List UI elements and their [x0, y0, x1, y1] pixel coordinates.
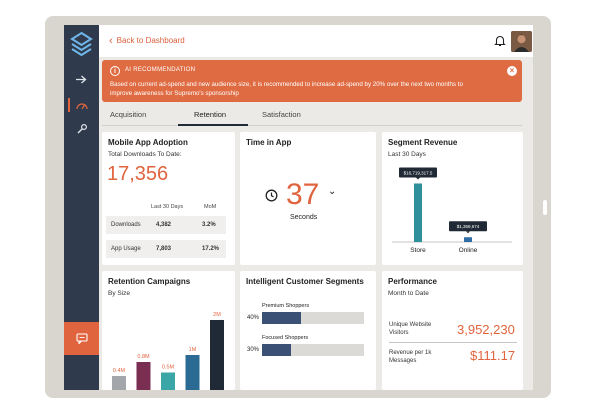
card-subtitle: By Size — [108, 290, 131, 297]
mobile-app-adoption-card: Mobile App Adoption Total Downloads To D… — [102, 132, 235, 265]
sidebar — [64, 25, 99, 390]
time-in-app-value: 37 — [286, 178, 320, 211]
metric-label-line: Unique Website — [389, 322, 432, 328]
card-subtitle: Total Downloads To Date: — [108, 151, 182, 158]
divider — [389, 342, 517, 343]
segment-revenue-chart: Store $16,719,317.5 Online $1,359,674 — [392, 167, 512, 254]
nav-settings-icon[interactable] — [64, 117, 99, 141]
row-mom: 17.2% — [202, 246, 220, 252]
total-downloads-value: 17,356 — [107, 163, 169, 185]
revenue-bar[interactable] — [464, 237, 472, 242]
metric-label-line: Messages — [389, 358, 417, 364]
data-label: 0.4M — [113, 368, 126, 374]
tab-acquisition[interactable]: Acquisition — [110, 110, 147, 119]
back-to-dashboard-link[interactable]: ‹ Back to Dashboard — [109, 34, 185, 47]
app-screen: ‹ Back to Dashboard i — [64, 25, 533, 390]
segment-revenue-card: Segment Revenue Last 30 Days Store $16,71… — [382, 132, 523, 265]
ai-recommendation-banner: i AI RECOMMENDATION Based on current ad-… — [102, 60, 522, 102]
performance-card: Performance Month to Date Unique Website… — [382, 271, 523, 390]
home-button[interactable] — [543, 200, 547, 215]
card-title: Segment Revenue — [388, 138, 458, 147]
data-label: 0.5M — [162, 365, 175, 371]
tab-bar: Acquisition Retention Satisfaction — [102, 107, 522, 126]
card-title: Retention Campaigns — [108, 277, 191, 286]
metric-label: Revenue per 1k Messages — [389, 349, 431, 365]
nav-gauge-icon[interactable] — [64, 93, 99, 117]
table-row: Downloads 4,382 3.2% — [106, 216, 226, 234]
metric-label-line: Revenue per 1k — [389, 350, 432, 356]
segment-bar-track — [262, 312, 364, 324]
card-title: Performance — [388, 277, 437, 286]
revenue-bar[interactable] — [414, 183, 422, 242]
segment-percent: 40% — [247, 315, 260, 321]
time-unit: Seconds — [290, 214, 318, 221]
segment-percent: 30% — [247, 347, 260, 353]
row-mom: 3.2% — [202, 222, 216, 228]
user-avatar[interactable] — [511, 31, 532, 52]
card-title: Time in App — [246, 138, 292, 147]
clock-icon — [265, 189, 278, 202]
retention-campaigns-chart: 0.4M 0.8M 0.5M 1M 2M — [112, 312, 224, 391]
data-label: $16,719,317.5 — [404, 170, 433, 175]
chat-icon — [75, 333, 88, 344]
row-last30: 7,803 — [156, 246, 172, 252]
segment-bar-fill — [262, 344, 292, 356]
metric-value: $111.17 — [470, 348, 516, 363]
notification-bell-icon[interactable] — [494, 34, 506, 47]
nav-arrow-icon[interactable] — [64, 67, 99, 91]
table-row: App Usage 7,803 17.2% — [106, 240, 226, 258]
card-title: Intelligent Customer Segments — [246, 277, 364, 286]
data-label: 2M — [213, 312, 221, 318]
top-bar: ‹ Back to Dashboard — [99, 25, 533, 57]
tab-satisfaction[interactable]: Satisfaction — [262, 110, 301, 119]
metric-value: 3,952,230 — [457, 322, 515, 337]
segment-bar-fill — [262, 312, 301, 324]
banner-title: AI RECOMMENDATION — [125, 67, 196, 73]
tooltip-pointer — [416, 177, 420, 180]
value-tooltip — [399, 167, 437, 178]
column-header: MoM — [204, 204, 217, 210]
campaign-bar[interactable] — [136, 362, 151, 390]
segment-label: Focused Shoppers — [262, 335, 309, 341]
column-header: Last 30 Days — [151, 204, 184, 210]
data-label: $1,359,674 — [457, 224, 480, 229]
chevron-down-icon[interactable]: ⌄ — [328, 186, 337, 197]
row-label: App Usage — [111, 246, 141, 252]
chat-button[interactable] — [64, 322, 99, 355]
app-logo-icon[interactable] — [69, 31, 94, 56]
tablet-frame: ‹ Back to Dashboard i — [45, 16, 551, 398]
campaign-bar[interactable] — [185, 355, 200, 390]
time-in-app-card: Time in App 37 ⌄ Seconds — [240, 132, 376, 265]
back-label: Back to Dashboard — [116, 36, 185, 45]
data-label: 1M — [189, 347, 197, 353]
data-label: 0.8M — [137, 354, 150, 360]
customer-segments-card: Intelligent Customer Segments Premium Sh… — [240, 271, 376, 390]
segment-bar-track — [262, 344, 364, 356]
metric-label-line: Visitors — [389, 330, 409, 336]
main-content: ‹ Back to Dashboard i — [99, 25, 533, 390]
card-title: Mobile App Adoption — [108, 138, 188, 147]
campaign-bar[interactable] — [112, 376, 126, 390]
chevron-left-icon: ‹ — [109, 34, 113, 47]
campaign-bar[interactable] — [161, 372, 175, 391]
retention-campaigns-card: Retention Campaigns By Size 0.4M 0.8M 0.5M… — [102, 271, 235, 390]
segment-label: Premium Shoppers — [262, 303, 310, 309]
close-icon[interactable]: × — [507, 66, 517, 76]
campaign-bar[interactable] — [210, 320, 224, 390]
card-subtitle: Month to Date — [388, 290, 429, 297]
tab-retention[interactable]: Retention — [194, 110, 227, 119]
value-tooltip — [449, 221, 487, 232]
info-icon: i — [110, 66, 120, 76]
nav-active-indicator — [68, 98, 70, 112]
row-label: Downloads — [111, 222, 141, 228]
x-tick-label: Online — [459, 247, 478, 254]
metric-label: Unique Website Visitors — [389, 321, 431, 337]
x-tick-label: Store — [410, 247, 426, 254]
active-tab-underline — [178, 124, 248, 126]
card-subtitle: Last 30 Days — [388, 151, 426, 158]
tooltip-pointer — [466, 231, 470, 234]
row-last30: 4,382 — [156, 222, 172, 228]
banner-text: Based on current ad-spend and new audien… — [110, 81, 463, 97]
